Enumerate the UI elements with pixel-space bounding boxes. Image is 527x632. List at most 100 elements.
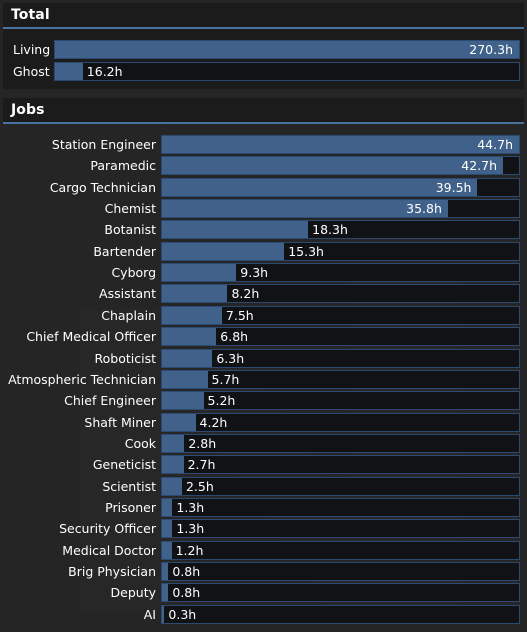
total-row: Ghost 16.2h [3,62,524,81]
jobs-row-label: Station Engineer [51,137,156,152]
jobs-row-value: 35.8h [406,201,442,217]
jobs-row-bar-fill [162,221,309,239]
jobs-row: Atmospheric Technician 5.7h [3,369,524,389]
jobs-row: Medical Doctor 1.2h [3,540,524,560]
jobs-row-bar: 0.8h [161,562,520,581]
jobs-row-bar-fill [162,413,196,431]
jobs-row: Deputy 0.8h [3,583,524,603]
jobs-row-label: Paramedic [90,158,156,174]
total-row-bar-fill [55,63,83,80]
jobs-row-bar-fill [162,306,222,324]
jobs-row-value: 2.8h [188,435,217,451]
jobs-row: Assistant 8.2h [3,284,524,304]
jobs-row-label: Scientist [102,478,156,494]
jobs-row: Bartender 15.3h [3,241,524,261]
jobs-row-value: 4.2h [199,414,228,430]
jobs-row-label: Atmospheric Technician [8,371,156,387]
jobs-row-label: Deputy [110,585,156,601]
jobs-row-label: Chaplain [101,307,156,323]
jobs-row-bar: 0.3h [161,604,520,624]
jobs-row-bar-fill [162,285,228,303]
total-row-bar: 270.3h [54,40,520,59]
jobs-row-value: 44.7h [477,137,513,152]
jobs-row: Chief Engineer 5.2h [3,391,524,411]
jobs-row-bar-fill [162,605,165,623]
jobs-row-bar: 18.3h [161,220,520,240]
total-row-value: 16.2h [86,64,123,79]
jobs-row-value: 5.7h [211,371,240,387]
jobs-row-bar: 8.2h [161,284,520,304]
jobs-row-value: 1.3h [176,499,205,515]
jobs-row: Botanist 18.3h [3,220,524,240]
jobs-row-value: 7.5h [225,307,254,323]
jobs-row-label: Cargo Technician [49,179,156,195]
jobs-row-label: Brig Physician [68,564,156,579]
jobs-row-bar: 15.3h [161,241,520,261]
jobs-row-bar-fill [162,392,204,410]
jobs-row-bar-fill [162,200,448,218]
jobs-row-bar: 1.2h [161,540,520,560]
jobs-row-bar: 4.2h [161,412,520,432]
jobs-row-bar-fill [162,264,237,282]
jobs-row-bar: 6.8h [161,327,520,347]
jobs-row-bar-fill [162,520,173,538]
total-row-label: Living [13,42,51,57]
jobs-row-bar-fill [162,541,172,559]
jobs-row-value: 9.3h [240,265,269,281]
jobs-row-label: AI [143,606,156,622]
total-section: Total Living 270.3h Ghost 16.2h [3,3,524,89]
jobs-row: Chaplain 7.5h [3,305,524,325]
jobs-row-label: Botanist [104,222,156,238]
jobs-row-bar: 1.3h [161,497,520,517]
jobs-row-value: 1.3h [176,521,205,537]
total-row-label: Ghost [13,64,50,79]
jobs-row-bar: 2.5h [161,476,520,496]
jobs-row-bar: 44.7h [161,135,520,154]
jobs-row: Cyborg 9.3h [3,263,524,283]
jobs-row-bar: 9.3h [161,263,520,283]
jobs-row-label: Cyborg [111,265,156,281]
jobs-row-bar-fill [162,563,169,580]
jobs-row-bar-fill [162,178,478,196]
jobs-row-bar: 6.3h [161,348,520,368]
jobs-row-bar: 5.2h [161,391,520,411]
jobs-row: Roboticist 6.3h [3,348,524,368]
total-row-value: 270.3h [469,42,513,57]
jobs-row-value: 6.8h [220,329,249,345]
jobs-row-bar-fill [162,370,208,388]
jobs-row: Cook 2.8h [3,433,524,453]
jobs-row: Paramedic 42.7h [3,156,524,176]
jobs-row-bar-fill [162,456,184,474]
jobs-row-bar-fill [162,242,285,260]
jobs-row: Prisoner 1.3h [3,497,524,517]
jobs-row-label: Cook [124,435,156,451]
jobs-row-bar: 0.8h [161,583,520,603]
jobs-row-bar: 1.3h [161,519,520,539]
jobs-row-value: 5.2h [207,393,236,409]
jobs-row-label: Medical Doctor [62,542,156,558]
jobs-row-label: Bartender [93,243,156,259]
jobs-row-bar: 39.5h [161,177,520,197]
jobs-row-value: 18.3h [312,222,348,238]
jobs-row-label: Shaft Miner [84,414,156,430]
jobs-row-bar-fill [162,157,504,175]
jobs-row-value: 15.3h [288,243,324,259]
jobs-row-label: Chief Medical Officer [26,329,156,345]
jobs-row-value: 2.7h [187,457,216,473]
total-section-title: Total [3,3,524,29]
jobs-row-bar: 42.7h [161,156,520,176]
jobs-row-label: Geneticist [92,457,156,473]
jobs-row: Chief Medical Officer 6.8h [3,327,524,347]
total-row-bar-fill [55,41,519,58]
jobs-row-bar-fill [162,498,173,516]
jobs-row: Station Engineer 44.7h [3,135,524,154]
jobs-row-bar: 5.7h [161,369,520,389]
jobs-row-bar-fill [162,328,217,346]
jobs-row: Brig Physician 0.8h [3,562,524,581]
jobs-row-value: 0.8h [172,564,201,579]
jobs-section-title: Jobs [3,98,524,124]
jobs-row-value: 42.7h [461,158,498,174]
total-row: Living 270.3h [3,40,524,59]
jobs-row: Shaft Miner 4.2h [3,412,524,432]
jobs-row-bar: 35.8h [161,199,520,219]
